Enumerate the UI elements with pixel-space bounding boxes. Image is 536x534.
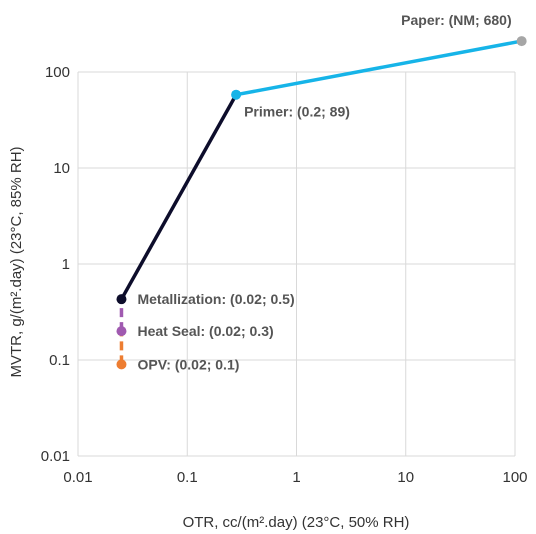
point-label: OPV: (0.02; 0.1) [137,356,239,372]
series-segment [119,93,238,301]
point-label: Heat Seal: (0.02; 0.3) [137,323,273,339]
point-label: Metallization: (0.02; 0.5) [137,291,294,307]
point-labels: OPV: (0.02; 0.1) Heat Seal: (0.02; 0.3) Me… [137,12,511,372]
y-tick-label: 1 [62,256,70,273]
x-tick-label: 1 [292,469,300,486]
gridlines [77,71,516,457]
x-tick-label: 100 [502,469,527,486]
data-point [516,36,527,47]
data-point [116,359,127,370]
x-tick-label: 10 [397,469,414,486]
point-label: Primer: (0.2; 89) [244,104,350,120]
y-tick-label: 100 [45,64,70,81]
data-point [231,89,242,100]
y-tick-label: 0.01 [41,448,70,465]
x-tick-label: 0.1 [177,469,198,486]
y-tick-label: 10 [53,160,70,177]
data-points [116,36,527,370]
y-tick-label: 0.1 [49,352,70,369]
data-point [116,326,127,337]
tick-labels: 0.01 0.1 1 10 100 0.01 0.1 1 10 100 [41,64,528,486]
point-label: Paper: (NM; 680) [401,12,511,28]
series-lines [119,39,522,365]
x-tick-label: 0.01 [63,469,92,486]
data-point [116,294,127,305]
x-axis-title: OTR, cc/(m².day) (23°C, 50% RH) [183,514,410,531]
y-axis-title: MVTR, g/(m².day) (23°C, 85% RH) [8,146,25,377]
series-segment [235,39,522,97]
